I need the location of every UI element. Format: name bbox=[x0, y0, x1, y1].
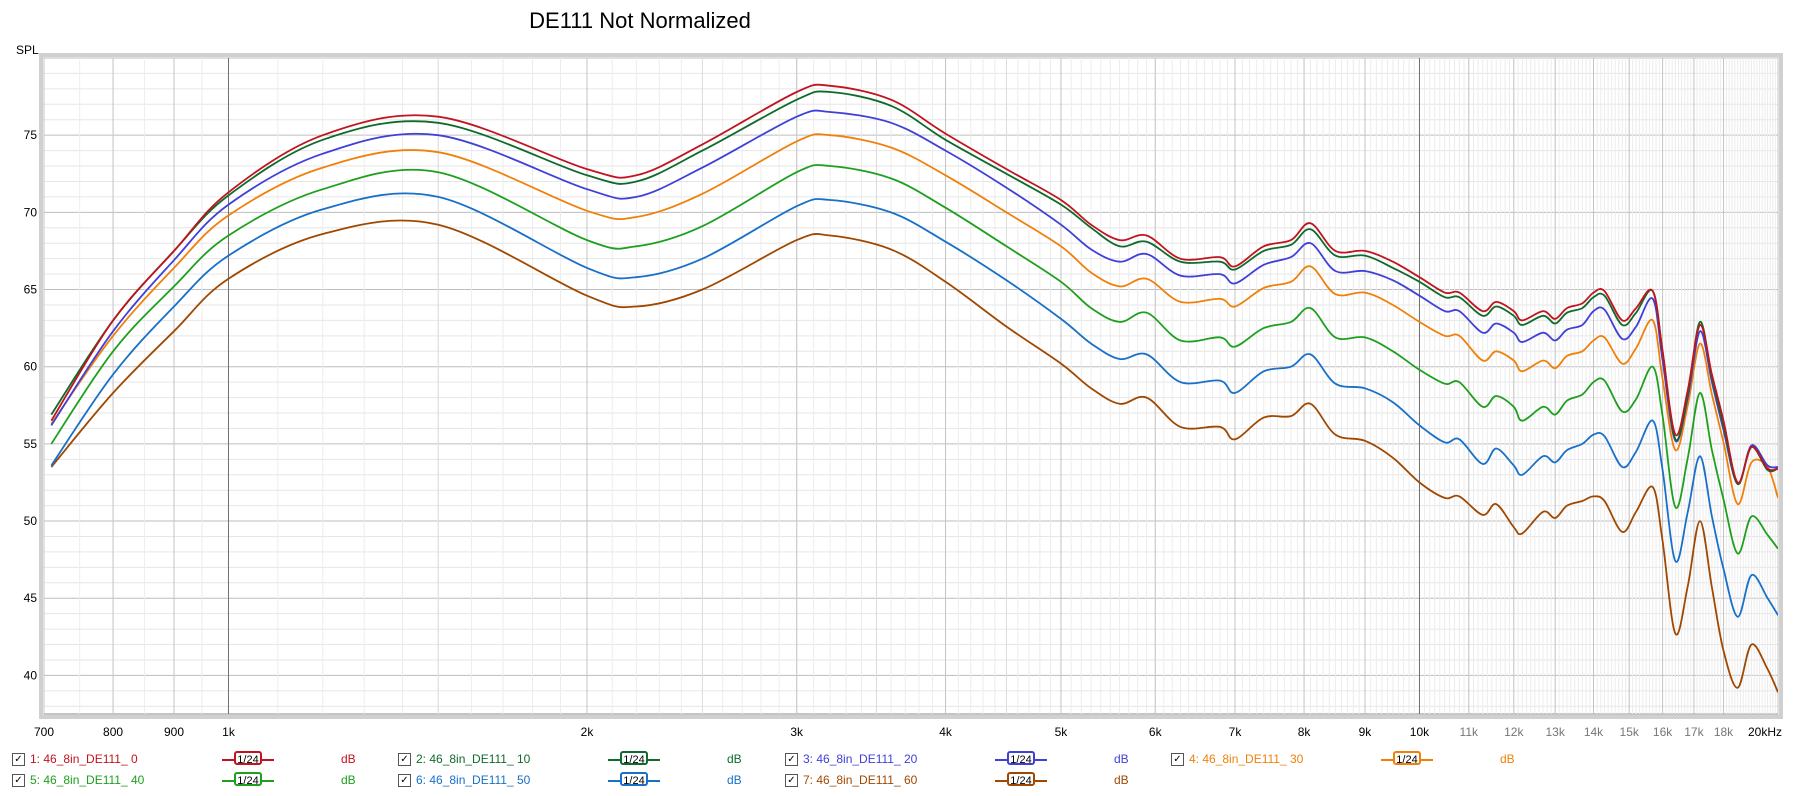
x-tick-label: 15k bbox=[1620, 725, 1640, 739]
series-line-4 bbox=[50, 133, 1778, 506]
smoothing-button[interactable]: 1/24 bbox=[222, 751, 274, 767]
y-tick-label: 40 bbox=[24, 668, 38, 682]
legend-series-name: 5: 46_8in_DE111_ 40 bbox=[30, 773, 145, 787]
x-tick-label: 10k bbox=[1410, 725, 1430, 739]
legend-checkbox[interactable]: ✓ bbox=[398, 774, 411, 787]
x-tick-label: 800 bbox=[103, 725, 123, 739]
smoothing-button[interactable]: 1/24 bbox=[995, 751, 1047, 767]
legend-checkbox[interactable]: ✓ bbox=[12, 774, 25, 787]
smoothing-button[interactable]: 1/24 bbox=[608, 772, 660, 788]
x-tick-label: 1k bbox=[222, 725, 236, 739]
x-tick-label: 16k bbox=[1653, 725, 1673, 739]
legend-checkbox[interactable]: ✓ bbox=[12, 753, 25, 766]
legend-series-name: 7: 46_8in_DE111_ 60 bbox=[803, 773, 918, 787]
legend-item: ✓ 2: 46_8in_DE111_ 10 1/24 dB bbox=[398, 751, 778, 769]
y-tick-label: 50 bbox=[24, 514, 38, 528]
chart-title: DE111 Not Normalized bbox=[529, 8, 751, 33]
legend-unit: dB bbox=[1114, 773, 1129, 787]
x-tick-label: 700 bbox=[34, 725, 54, 739]
series-line-1 bbox=[50, 83, 1778, 484]
legend-series-name: 6: 46_8in_DE111_ 50 bbox=[416, 773, 531, 787]
smoothing-button[interactable]: 1/24 bbox=[222, 772, 274, 788]
legend-checkbox[interactable]: ✓ bbox=[785, 774, 798, 787]
smoothing-button[interactable]: 1/24 bbox=[608, 751, 660, 767]
x-tick-label: 6k bbox=[1149, 725, 1163, 739]
legend-unit: dB bbox=[727, 773, 742, 787]
legend-unit: dB bbox=[341, 773, 356, 787]
x-tick-label: 8k bbox=[1298, 725, 1312, 739]
plot-frame-shadow bbox=[39, 53, 1783, 719]
legend-checkbox[interactable]: ✓ bbox=[1171, 753, 1184, 766]
x-tick-label: 13k bbox=[1546, 725, 1566, 739]
smoothing-label: 1/24 bbox=[234, 772, 262, 787]
x-tick-label: 3k bbox=[790, 725, 804, 739]
x-tick-label: 14k bbox=[1584, 725, 1604, 739]
y-tick-label: 70 bbox=[24, 205, 38, 219]
legend-unit: dB bbox=[341, 752, 356, 766]
smoothing-button[interactable]: 1/24 bbox=[995, 772, 1047, 788]
y-tick-label: 75 bbox=[24, 128, 38, 142]
x-tick-label: 17k bbox=[1684, 725, 1704, 739]
smoothing-label: 1/24 bbox=[1393, 751, 1421, 766]
smoothing-label: 1/24 bbox=[234, 751, 262, 766]
series-line-7 bbox=[50, 219, 1778, 693]
smoothing-label: 1/24 bbox=[620, 751, 648, 766]
y-tick-label: 45 bbox=[24, 591, 38, 605]
legend-checkbox[interactable]: ✓ bbox=[785, 753, 798, 766]
legend-series-name: 3: 46_8in_DE111_ 20 bbox=[803, 752, 918, 766]
smoothing-button[interactable]: 1/24 bbox=[1381, 751, 1433, 767]
legend: ✓ 1: 46_8in_DE111_ 0 1/24 dB ✓ 2: 46_8in_DE11… bbox=[0, 744, 1800, 796]
series-line-6 bbox=[50, 192, 1778, 618]
x-tick-label: 900 bbox=[164, 725, 184, 739]
smoothing-label: 1/24 bbox=[1007, 751, 1035, 766]
legend-item: ✓ 6: 46_8in_DE111_ 50 1/24 dB bbox=[398, 772, 778, 790]
y-axis-label: SPL bbox=[16, 43, 39, 57]
legend-series-name: 2: 46_8in_DE111_ 10 bbox=[416, 752, 531, 766]
series-line-3 bbox=[50, 109, 1778, 485]
legend-item: ✓ 5: 46_8in_DE111_ 40 1/24 dB bbox=[12, 772, 392, 790]
legend-checkbox[interactable]: ✓ bbox=[398, 753, 411, 766]
legend-item: ✓ 4: 46_8in_DE111_ 30 1/24 dB bbox=[1171, 751, 1551, 769]
x-tick-label: 2k bbox=[581, 725, 595, 739]
legend-series-name: 1: 46_8in_DE111_ 0 bbox=[30, 752, 138, 766]
x-tick-label: 5k bbox=[1055, 725, 1069, 739]
legend-item: ✓ 7: 46_8in_DE111_ 60 1/24 dB bbox=[785, 772, 1165, 790]
x-tick-label: 7k bbox=[1229, 725, 1243, 739]
legend-unit: dB bbox=[1114, 752, 1129, 766]
legend-item: ✓ 3: 46_8in_DE111_ 20 1/24 dB bbox=[785, 751, 1165, 769]
legend-item: ✓ 1: 46_8in_DE111_ 0 1/24 dB bbox=[12, 751, 392, 769]
y-tick-label: 60 bbox=[24, 360, 38, 374]
series-line-5 bbox=[50, 163, 1778, 555]
legend-unit: dB bbox=[727, 752, 742, 766]
plot-frame bbox=[43, 57, 1779, 715]
x-tick-label: 12k bbox=[1504, 725, 1524, 739]
x-tick-label: 20kHz bbox=[1748, 725, 1782, 739]
smoothing-label: 1/24 bbox=[620, 772, 648, 787]
y-tick-label: 55 bbox=[24, 437, 38, 451]
legend-series-name: 4: 46_8in_DE111_ 30 bbox=[1189, 752, 1304, 766]
smoothing-label: 1/24 bbox=[1007, 772, 1035, 787]
x-tick-label: 4k bbox=[939, 725, 953, 739]
plot-area: 700 800 900 1k 2k 3k 4k 5k 6k 7k 8k 9k 10k 11k 12k 13k 1… bbox=[16, 43, 1783, 739]
x-tick-label: 11k bbox=[1460, 725, 1479, 739]
y-tick-label: 65 bbox=[24, 283, 38, 297]
legend-unit: dB bbox=[1500, 752, 1515, 766]
x-tick-label: 18k bbox=[1714, 725, 1734, 739]
x-tick-label: 9k bbox=[1359, 725, 1373, 739]
